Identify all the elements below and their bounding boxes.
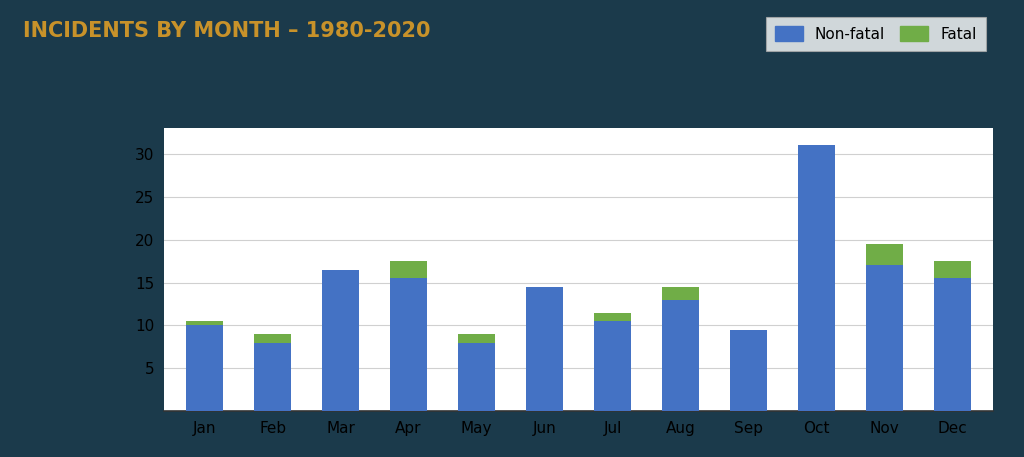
Bar: [594, 313, 631, 321]
Bar: [458, 343, 496, 411]
Bar: [254, 343, 291, 411]
Bar: [526, 287, 563, 411]
Bar: [866, 244, 903, 266]
Legend: Non-fatal, Fatal: Non-fatal, Fatal: [766, 16, 986, 51]
Text: INCIDENTS BY MONTH – 1980-2020: INCIDENTS BY MONTH – 1980-2020: [23, 21, 430, 41]
Bar: [594, 321, 631, 411]
Bar: [254, 334, 291, 343]
Bar: [186, 321, 223, 325]
Bar: [866, 266, 903, 411]
Bar: [934, 261, 971, 278]
Bar: [662, 287, 699, 300]
Bar: [390, 278, 427, 411]
Bar: [458, 334, 496, 343]
Bar: [730, 330, 767, 411]
Bar: [934, 278, 971, 411]
Bar: [662, 300, 699, 411]
Bar: [186, 325, 223, 411]
Bar: [322, 270, 359, 411]
Bar: [390, 261, 427, 278]
Bar: [798, 145, 836, 411]
